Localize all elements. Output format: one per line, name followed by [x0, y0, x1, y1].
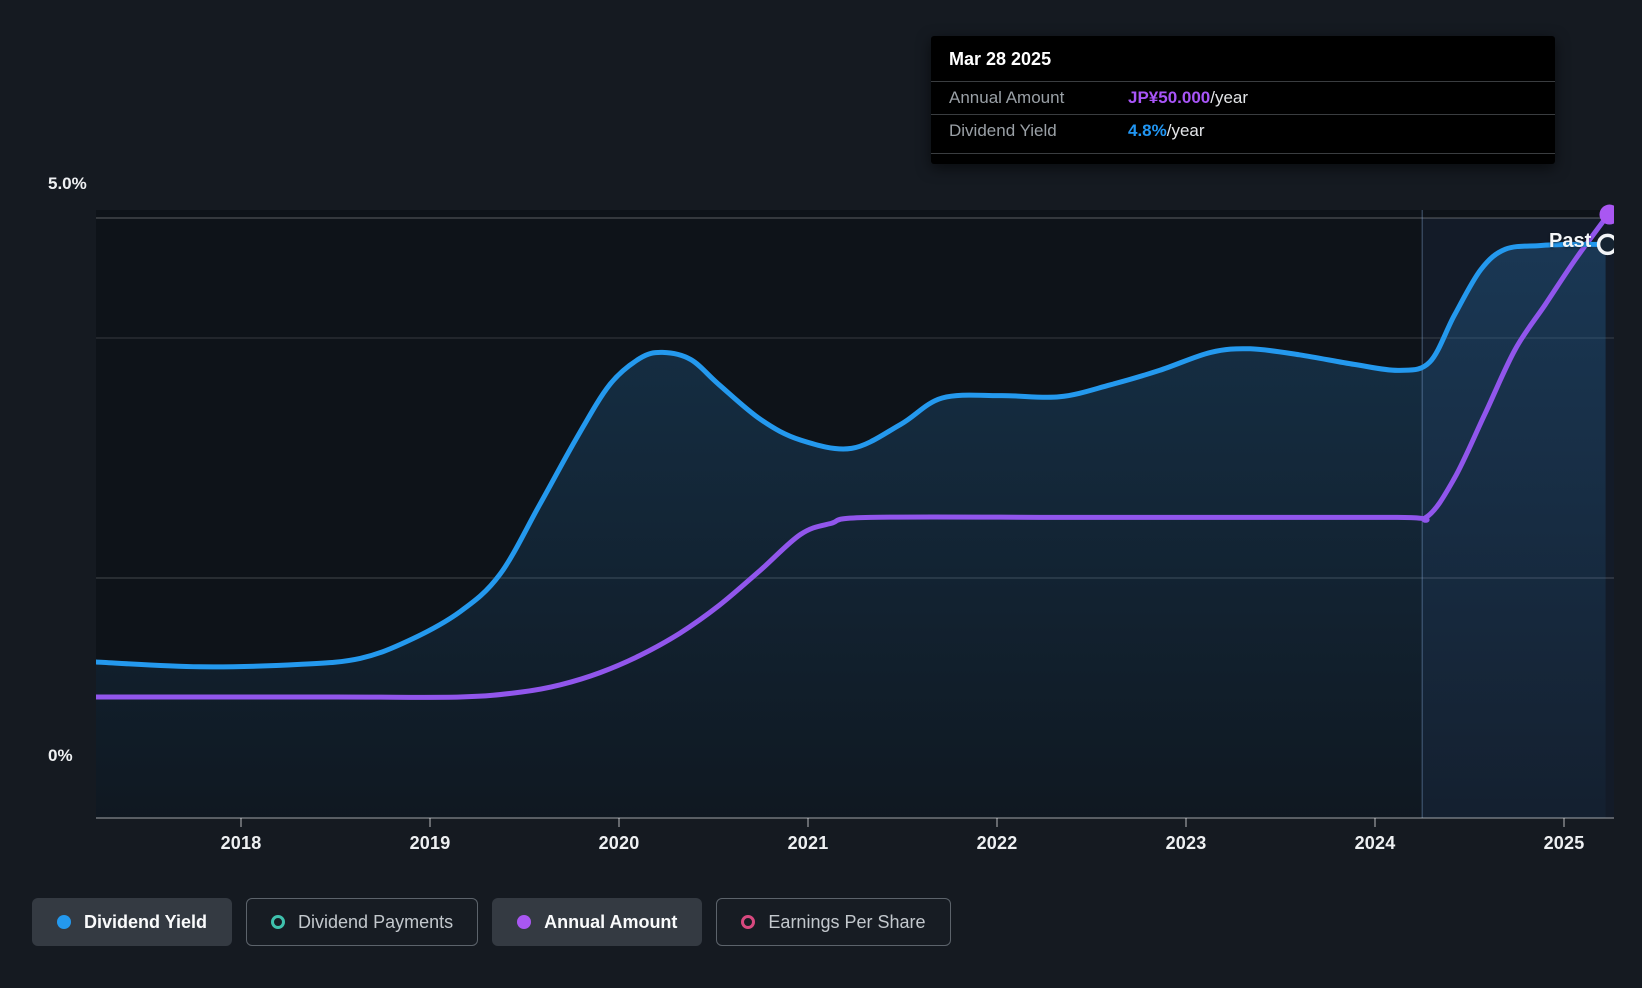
- annual-amount-end-marker: [1599, 204, 1614, 225]
- tooltip-date: Mar 28 2025: [949, 49, 1052, 69]
- legend-label: Earnings Per Share: [768, 911, 926, 932]
- tooltip-bottom-divider: [931, 153, 1555, 154]
- series-ring-icon: [271, 915, 286, 929]
- legend-button-dividend-yield[interactable]: Dividend Yield: [32, 898, 233, 946]
- past-region-label: Past: [1549, 230, 1592, 252]
- series-ring-icon: [741, 915, 756, 929]
- legend-label: Annual Amount: [544, 911, 678, 932]
- x-axis-label: 2024: [1354, 833, 1396, 853]
- series-dot-icon: [517, 915, 532, 929]
- dividend-yield-area-fill: [96, 244, 1606, 818]
- x-axis-label: 2023: [1165, 833, 1207, 853]
- annual-amount-line: [96, 213, 1610, 700]
- chart-tooltip: Mar 28 2025 Annual Amount JP¥50.000 /yea…: [931, 36, 1555, 164]
- dividend-yield-end-marker: [1596, 233, 1614, 256]
- tooltip-label: Dividend Yield: [949, 121, 1057, 140]
- x-axis-label: 2025: [1543, 833, 1585, 853]
- x-axis-label: 2020: [598, 833, 640, 853]
- legend-label: Dividend Payments: [298, 911, 454, 932]
- legend-button-earnings-per-share[interactable]: Earnings Per Share: [716, 898, 951, 946]
- tooltip-suffix: /year: [1210, 88, 1249, 107]
- tooltip-suffix: /year: [1166, 121, 1205, 140]
- x-axis-label: 2019: [409, 833, 451, 853]
- x-axis-label: 2022: [976, 833, 1018, 853]
- x-axis-label: 2021: [787, 833, 829, 853]
- chart-legend: Dividend Yield Dividend Payments Annual Am…: [32, 898, 951, 946]
- series-dot-icon: [57, 915, 71, 929]
- y-axis-label-bottom: 0%: [48, 746, 73, 765]
- y-axis-label-top: 5.0%: [48, 174, 87, 193]
- legend-button-annual-amount[interactable]: Annual Amount: [492, 898, 703, 946]
- legend-button-dividend-payments[interactable]: Dividend Payments: [246, 898, 479, 946]
- tooltip-row-dividend-yield: Dividend Yield 4.8% /year: [931, 114, 1555, 147]
- legend-label: Dividend Yield: [84, 911, 208, 932]
- x-axis-label: 2018: [220, 833, 262, 853]
- tooltip-value: JP¥50.000: [1128, 88, 1211, 107]
- tooltip-row-annual-amount: Annual Amount JP¥50.000 /year: [931, 81, 1555, 114]
- tooltip-label: Annual Amount: [949, 88, 1065, 107]
- tooltip-value: 4.8%: [1128, 121, 1167, 140]
- dividend-yield-line: [96, 241, 1609, 670]
